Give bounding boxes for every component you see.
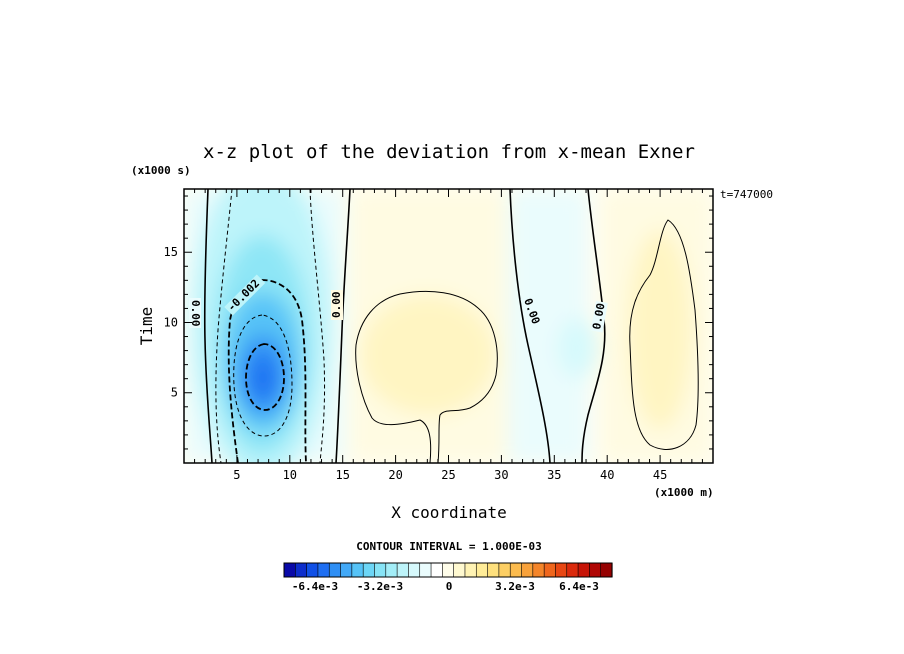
colorbar-swatch <box>351 562 364 578</box>
colorbar: -6.4e-3 -3.2e-3 0 3.2e-3 6.4e-3 <box>283 562 613 593</box>
zero-contour-2 <box>335 189 351 463</box>
contour-lines <box>203 189 699 463</box>
dashed-contour-004 <box>245 343 285 411</box>
colorbar-swatch <box>283 562 296 578</box>
x-tick-label: 40 <box>600 468 614 482</box>
x-tick-label: 20 <box>388 468 402 482</box>
colorbar-swatch <box>521 562 534 578</box>
time-stamp: t=747000 <box>720 188 773 201</box>
colorbar-swatch <box>317 562 330 578</box>
colorbar-swatch <box>385 562 398 578</box>
colorbar-label: -6.4e-3 <box>292 580 338 593</box>
colorbar-frame <box>283 562 613 578</box>
x-tick-label: 10 <box>283 468 297 482</box>
colorbar-swatch <box>532 562 545 578</box>
x-tick-label: 15 <box>335 468 349 482</box>
colorbar-swatch <box>589 562 602 578</box>
y-tick-label: 10 <box>164 315 178 329</box>
axes: 5 10 15 20 25 30 35 40 45 5 10 15 <box>164 188 714 482</box>
colorbar-swatch <box>340 562 353 578</box>
colorbar-label: -3.2e-3 <box>357 580 403 593</box>
colorbar-label: 6.4e-3 <box>559 580 599 593</box>
colorbar-swatch <box>396 562 410 578</box>
zero-contour-3 <box>509 189 551 463</box>
x-tick-label: 5 <box>233 468 240 482</box>
colorbar-swatch <box>498 562 511 578</box>
colorbar-swatch <box>509 562 523 578</box>
zero-contour-1 <box>203 189 213 463</box>
colorbar-swatch <box>408 562 421 578</box>
colorbar-swatch <box>543 562 557 578</box>
colorbar-swatch <box>555 562 568 578</box>
colorbar-swatch <box>566 562 579 578</box>
y-axis-label: Time <box>137 307 156 346</box>
contour-label: 0.00 <box>590 302 607 330</box>
filled-field <box>184 189 713 463</box>
colorbar-swatch <box>362 562 376 578</box>
x-unit-label: (x1000 m) <box>654 486 714 499</box>
positive-contour-east <box>629 219 699 450</box>
x-tick-label: 35 <box>547 468 561 482</box>
y-tick-label: 15 <box>164 245 178 259</box>
colorbar-swatch <box>453 562 466 578</box>
colorbar-swatch <box>295 562 308 578</box>
x-tick-label: 30 <box>494 468 508 482</box>
contour-label: 0.00 <box>330 292 343 319</box>
colorbar-swatch <box>306 562 319 578</box>
x-axis-label: X coordinate <box>391 503 507 522</box>
colorbar-swatch <box>442 562 455 578</box>
colorbar-label: 0 <box>446 580 453 593</box>
colorbar-label: 3.2e-3 <box>495 580 535 593</box>
colorbar-swatch <box>328 562 342 578</box>
colorbar-swatch <box>600 562 613 578</box>
colorbar-swatch <box>419 562 432 578</box>
colorbar-swatch <box>374 562 387 578</box>
y-unit-label: (x1000 s) <box>131 164 191 177</box>
chart-title: x-z plot of the deviation from x-mean Ex… <box>203 141 695 163</box>
colorbar-swatch <box>577 562 590 578</box>
y-tick-label: 5 <box>171 386 178 400</box>
x-tick-label: 45 <box>653 468 667 482</box>
contour-interval-label: CONTOUR INTERVAL = 1.000E-03 <box>356 540 541 553</box>
colorbar-swatch <box>464 562 477 578</box>
colorbar-swatch <box>487 562 500 578</box>
colorbar-swatch <box>430 562 443 578</box>
dashed-contour-outer <box>215 189 326 463</box>
contour-label: 0.00 <box>189 300 202 327</box>
positive-contour-001 <box>355 290 498 463</box>
zero-contour-4 <box>581 189 606 463</box>
x-tick-label: 25 <box>441 468 455 482</box>
colorbar-swatch <box>475 562 489 578</box>
